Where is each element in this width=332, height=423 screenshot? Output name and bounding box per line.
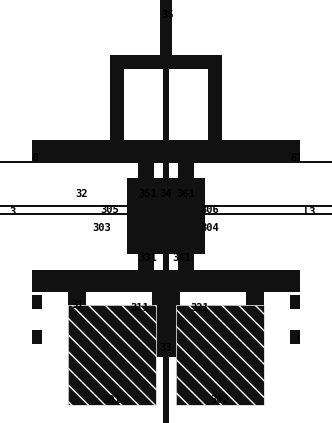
- Bar: [152, 292, 180, 357]
- Bar: [302, 0, 332, 163]
- Text: L3: L3: [304, 207, 316, 217]
- Polygon shape: [302, 118, 332, 163]
- Bar: [290, 295, 332, 309]
- Text: 624: 624: [296, 333, 315, 343]
- Text: 33: 33: [160, 343, 172, 353]
- Text: 306: 306: [201, 205, 219, 215]
- Bar: [0, 205, 332, 207]
- Bar: [110, 55, 124, 140]
- Bar: [0, 0, 32, 161]
- Text: 34: 34: [160, 189, 172, 199]
- Text: 31: 31: [72, 300, 84, 310]
- Bar: [68, 305, 156, 405]
- Bar: [127, 178, 165, 226]
- Text: 524: 524: [9, 333, 27, 343]
- Bar: [68, 292, 86, 312]
- Polygon shape: [0, 270, 30, 315]
- Text: 302: 302: [210, 395, 229, 405]
- Bar: [0, 295, 42, 309]
- Text: 525: 525: [13, 297, 32, 307]
- Bar: [167, 178, 205, 226]
- Bar: [127, 214, 165, 254]
- Text: 321: 321: [191, 303, 209, 313]
- Bar: [300, 270, 332, 423]
- Bar: [302, 270, 332, 423]
- Text: 303: 303: [93, 223, 111, 233]
- Text: 610: 610: [290, 153, 309, 163]
- Bar: [178, 254, 194, 270]
- Bar: [176, 305, 264, 405]
- Bar: [0, 330, 42, 344]
- Bar: [208, 55, 222, 140]
- Bar: [110, 55, 222, 69]
- Bar: [178, 163, 194, 181]
- Text: 32: 32: [76, 189, 88, 199]
- Text: 301: 301: [103, 395, 122, 405]
- Bar: [0, 213, 332, 215]
- Bar: [160, 0, 172, 60]
- Bar: [0, 270, 32, 423]
- Bar: [246, 292, 264, 312]
- Text: 351: 351: [139, 189, 157, 199]
- Polygon shape: [0, 118, 30, 163]
- Text: 311: 311: [130, 303, 149, 313]
- Bar: [176, 305, 264, 405]
- Bar: [163, 0, 169, 423]
- Polygon shape: [302, 270, 332, 315]
- Bar: [0, 270, 30, 423]
- Bar: [290, 330, 332, 344]
- Bar: [68, 305, 156, 405]
- Text: 331: 331: [139, 253, 157, 263]
- Text: 341: 341: [173, 253, 191, 263]
- Bar: [300, 0, 332, 161]
- Bar: [30, 270, 302, 292]
- Text: 305: 305: [101, 205, 120, 215]
- Text: 510: 510: [21, 153, 40, 163]
- Text: 35: 35: [162, 10, 174, 20]
- Text: 304: 304: [201, 223, 219, 233]
- Bar: [167, 214, 205, 254]
- Bar: [30, 140, 302, 163]
- Text: 625: 625: [298, 297, 317, 307]
- Bar: [0, 0, 30, 163]
- Text: 361: 361: [177, 189, 195, 199]
- Bar: [138, 163, 154, 181]
- Bar: [138, 254, 154, 270]
- Text: 3: 3: [9, 207, 15, 217]
